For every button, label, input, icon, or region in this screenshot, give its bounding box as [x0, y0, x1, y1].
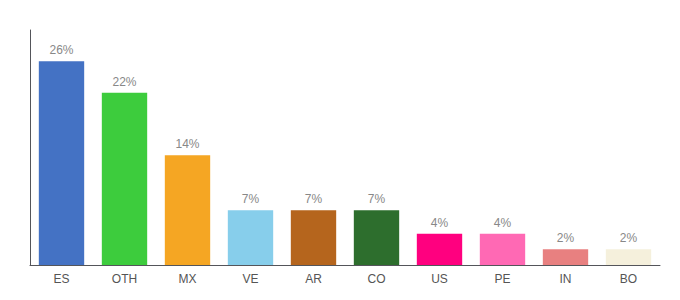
svg-text:14%: 14% — [175, 137, 199, 151]
svg-text:7%: 7% — [368, 192, 386, 206]
svg-text:AR: AR — [305, 272, 322, 286]
svg-text:OTH: OTH — [112, 272, 137, 286]
svg-text:4%: 4% — [431, 216, 449, 230]
svg-text:US: US — [431, 272, 448, 286]
svg-text:BO: BO — [620, 272, 637, 286]
svg-text:2%: 2% — [620, 231, 638, 245]
svg-text:2%: 2% — [557, 231, 575, 245]
svg-text:22%: 22% — [112, 75, 136, 89]
svg-text:7%: 7% — [305, 192, 323, 206]
svg-text:4%: 4% — [494, 216, 512, 230]
svg-text:26%: 26% — [49, 43, 73, 57]
svg-text:PE: PE — [494, 272, 510, 286]
svg-text:CO: CO — [368, 272, 386, 286]
svg-text:VE: VE — [242, 272, 258, 286]
svg-text:ES: ES — [53, 272, 69, 286]
svg-text:IN: IN — [560, 272, 572, 286]
svg-text:7%: 7% — [242, 192, 260, 206]
svg-text:MX: MX — [179, 272, 197, 286]
